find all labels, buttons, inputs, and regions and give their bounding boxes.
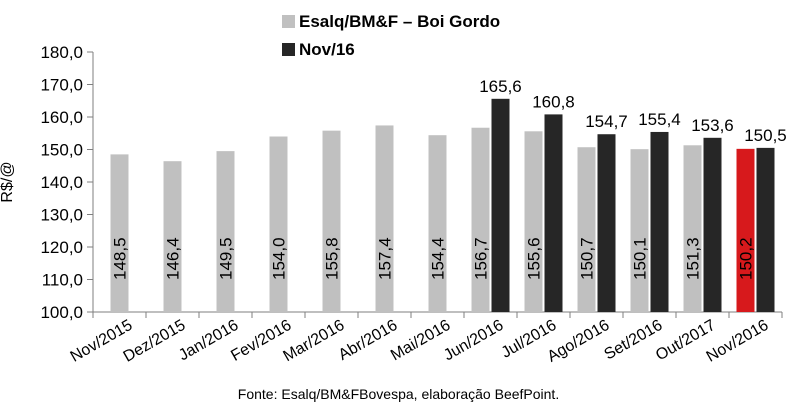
legend-label-esalq: Esalq/BM&F – Boi Gordo (299, 12, 500, 31)
bar-esalq-set-2016 (630, 149, 649, 312)
data-label-esalq: 149,5 (217, 237, 236, 280)
bar-nov16-nov-2016 (756, 147, 775, 312)
y-tick-label: 110,0 (42, 271, 83, 290)
source-note: Fonte: Esalq/BM&FBovespa, elaboração Bee… (237, 386, 560, 402)
data-label-esalq: 154,0 (270, 237, 289, 280)
bar-esalq-mar-2016 (322, 130, 341, 312)
data-label-esalq: 148,5 (111, 237, 130, 280)
data-label-nov16: 154,7 (585, 112, 628, 131)
bar-esalq-jan-2016 (216, 151, 235, 312)
legend-swatch-esalq (282, 15, 295, 28)
data-label-nov16: 165,6 (479, 77, 522, 96)
data-label-esalq: 157,4 (376, 237, 395, 280)
data-label-esalq: 150,7 (578, 237, 597, 280)
data-label-esalq: 146,4 (164, 237, 183, 280)
bar-esalq-nov-2016 (736, 148, 755, 312)
bar-nov16-jun-2016 (491, 98, 510, 312)
legend-swatch-nov16 (282, 43, 295, 56)
data-label-nov16: 153,6 (691, 116, 734, 135)
y-tick-label: 160,0 (40, 108, 83, 127)
bar-nov16-set-2016 (650, 131, 669, 312)
legend-label-nov16: Nov/16 (299, 40, 355, 59)
bar-esalq-nov-2015 (110, 154, 129, 312)
y-tick-label: 150,0 (40, 141, 83, 160)
data-label-nov16: 160,8 (532, 92, 575, 111)
data-label-esalq: 154,4 (429, 237, 448, 280)
x-tick-label: Jun/2016 (441, 317, 507, 365)
data-label-esalq: 155,8 (323, 237, 342, 280)
bar-esalq-fev-2016 (269, 136, 288, 312)
bar-esalq-dez-2015 (163, 161, 182, 312)
y-axis-title: R$/@ (0, 161, 16, 202)
data-label-esalq: 150,1 (631, 237, 650, 280)
data-label-esalq: 150,2 (737, 237, 756, 280)
data-label-nov16: 150,5 (744, 126, 787, 145)
y-tick-label: 140,0 (40, 173, 83, 192)
bar-esalq-abr-2016 (375, 125, 394, 312)
y-tick-label: 120,0 (40, 238, 83, 257)
bar-esalq-ago-2016 (577, 147, 596, 312)
data-label-nov16: 155,4 (638, 110, 681, 129)
bar-nov16-ago-2016 (597, 134, 616, 312)
x-tick-label: Mar/2016 (280, 317, 347, 366)
x-tick-label: Mai/2016 (388, 317, 454, 365)
bar-esalq-mai-2016 (428, 135, 447, 312)
y-tick-label: 100,0 (40, 303, 83, 322)
bar-esalq-jul-2016 (524, 131, 543, 312)
data-label-esalq: 151,3 (684, 237, 703, 280)
data-label-esalq: 156,7 (472, 237, 491, 280)
y-tick-label: 170,0 (40, 76, 83, 95)
y-tick-label: 180,0 (40, 43, 83, 62)
bar-esalq-out-2017 (683, 145, 702, 312)
y-tick-label: 130,0 (40, 206, 83, 225)
bar-nov16-out-2017 (703, 137, 722, 312)
bar-esalq-jun-2016 (471, 127, 490, 312)
bar-nov16-jul-2016 (544, 114, 563, 313)
x-tick-label: Abr/2016 (336, 317, 401, 364)
data-label-esalq: 155,6 (525, 237, 544, 280)
